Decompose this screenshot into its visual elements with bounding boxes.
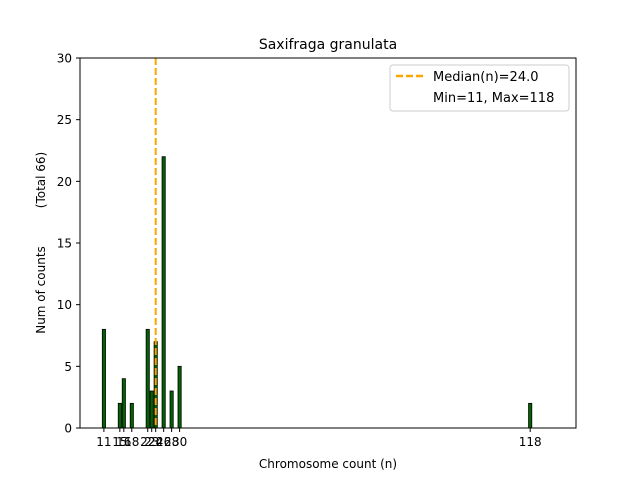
y-tick-label-25: 25: [57, 113, 72, 127]
bar-15: [117, 402, 122, 429]
x-tick-label-118: 118: [519, 435, 542, 449]
legend-entry-median: Median(n)=24.0: [433, 70, 539, 85]
y-tick-label-0: 0: [64, 422, 72, 436]
y-tick-label-5: 5: [64, 360, 72, 374]
bar-23: [149, 390, 154, 429]
x-tick-label-22: 22: [140, 435, 155, 449]
bar-28: [169, 390, 174, 429]
bar-16: [121, 378, 126, 429]
y-tick-label-15: 15: [57, 237, 72, 251]
bar-18: [129, 402, 134, 429]
bar-26: [161, 156, 166, 429]
y-tick-label-20: 20: [57, 175, 72, 189]
x-tick-label-24: 24: [148, 435, 163, 449]
bar-11: [101, 328, 106, 429]
bar-30: [177, 365, 182, 429]
legend-frame: [389, 64, 570, 112]
legend-entry-minmax: Min=11, Max=118: [433, 91, 554, 106]
plot-area: [101, 156, 533, 429]
y-tick-label-10: 10: [57, 298, 72, 312]
x-tick-label-28: 28: [164, 435, 179, 449]
legend: Median(n)=24.0 Min=11, Max=118: [389, 64, 570, 112]
y-axis-label: Num of counts: [34, 246, 48, 334]
x-tick-label-23: 23: [144, 435, 159, 449]
bar-22: [145, 328, 150, 429]
x-tick-label-26: 26: [156, 435, 171, 449]
y-axis-total-label: (Total 66): [34, 152, 48, 208]
x-tick-label-15: 15: [112, 435, 127, 449]
x-tick-label-30: 30: [172, 435, 187, 449]
x-tick-label-16: 16: [116, 435, 131, 449]
chart-title: Saxifraga granulata: [259, 37, 397, 53]
x-tick-label-11: 11: [96, 435, 111, 449]
x-axis-label: Chromosome count (n): [259, 457, 397, 471]
bar-118: [528, 402, 533, 429]
y-tick-label-30: 30: [57, 52, 72, 66]
x-tick-label-18: 18: [124, 435, 139, 449]
